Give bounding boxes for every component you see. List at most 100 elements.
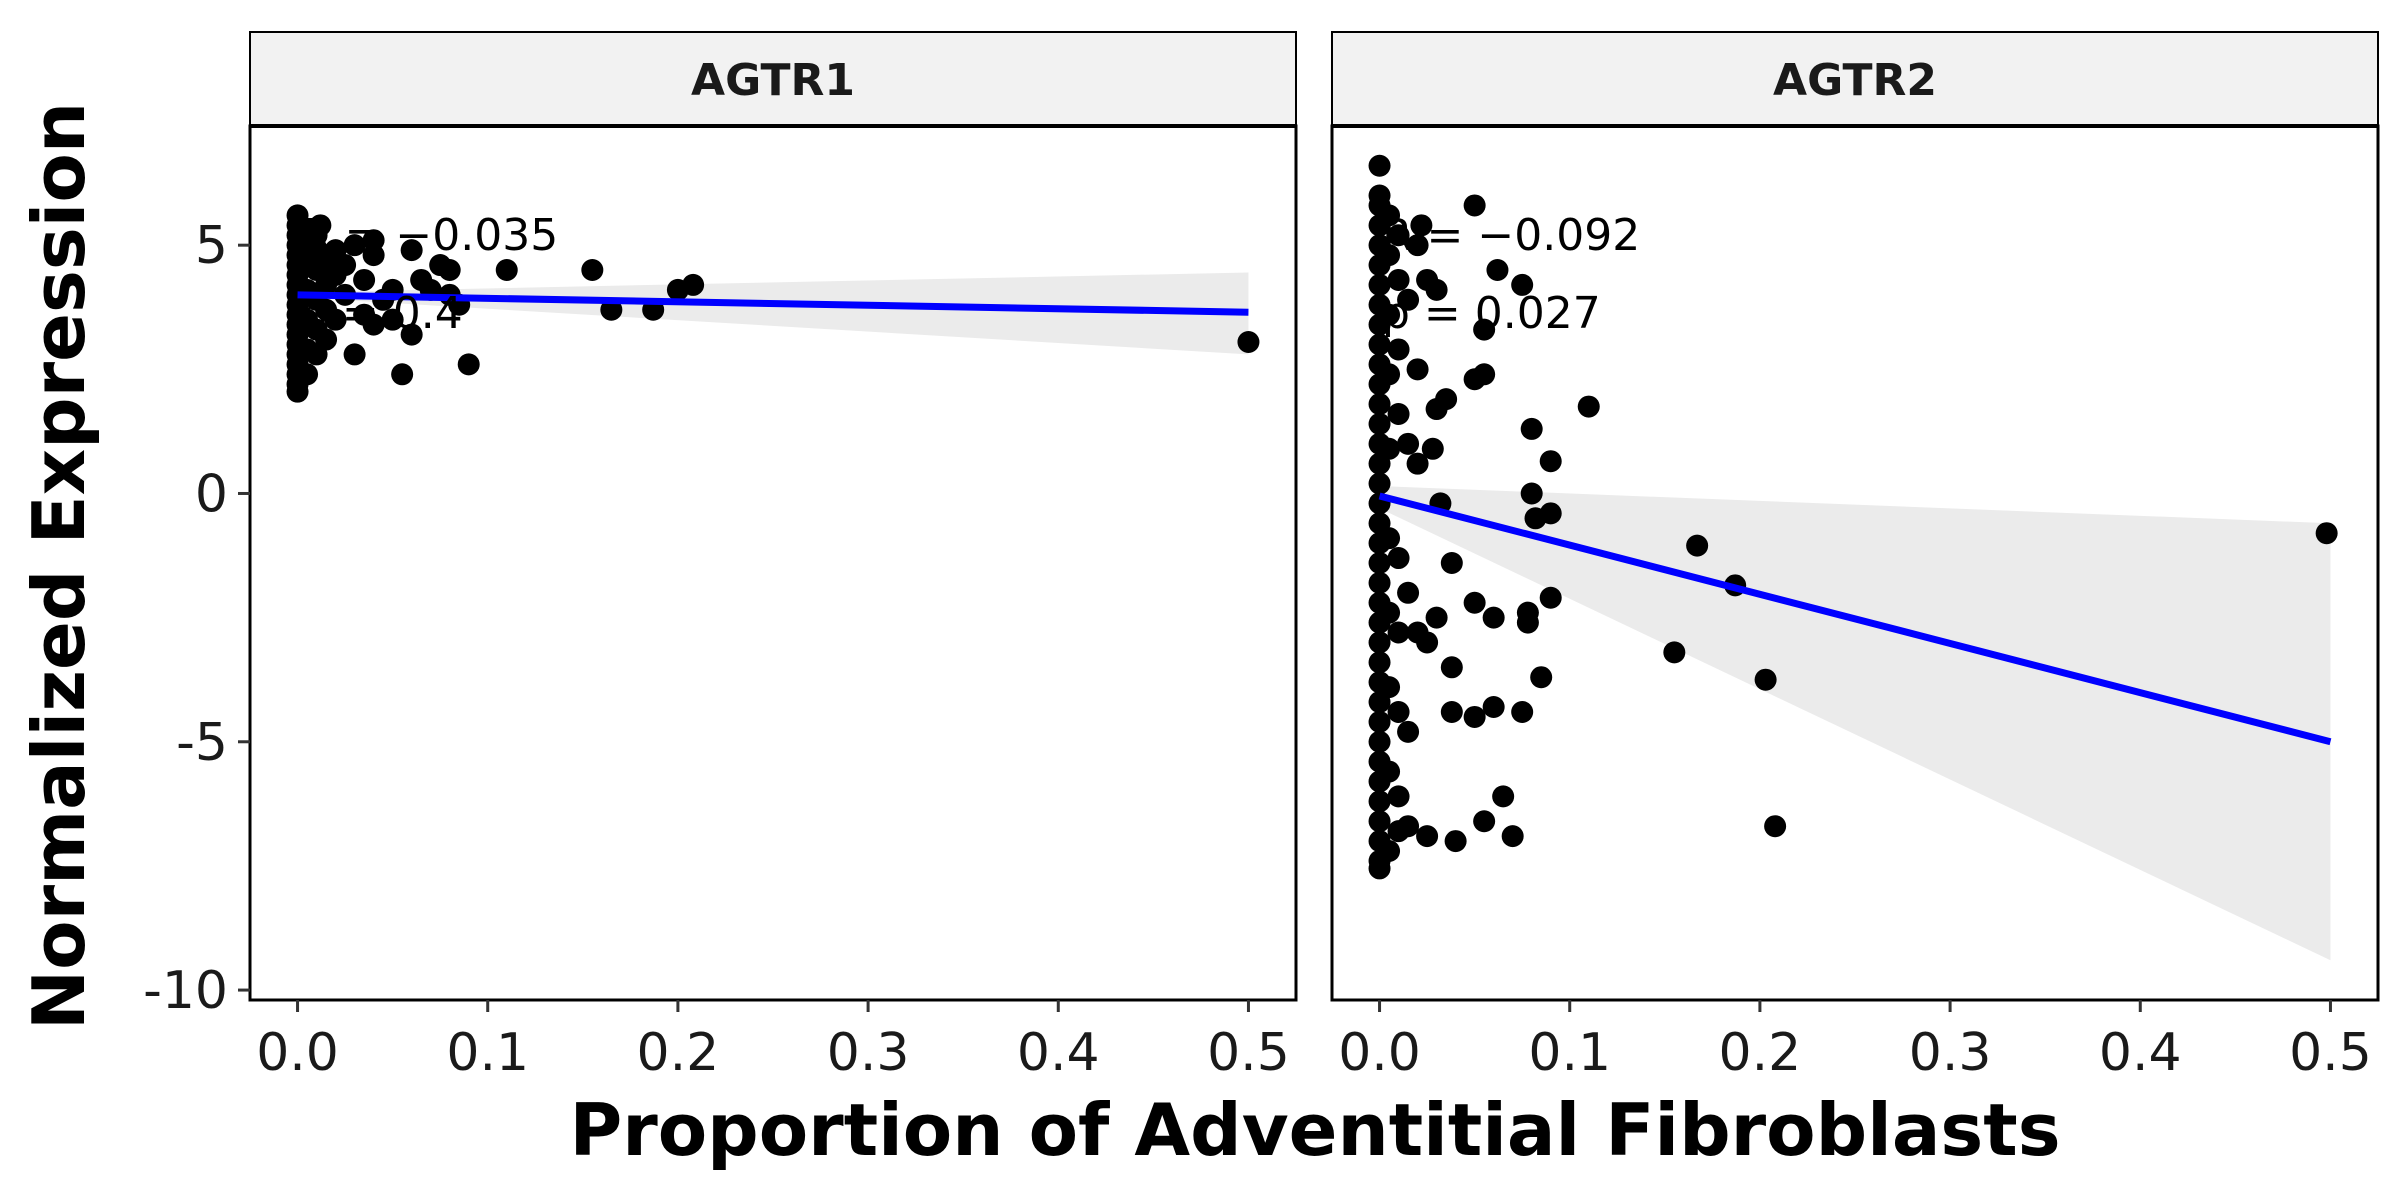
data-point (1440, 656, 1463, 679)
data-point (381, 308, 404, 331)
data-point (1368, 730, 1391, 753)
data-point (1378, 676, 1401, 699)
data-point (400, 239, 423, 262)
confidence-band (297, 272, 1249, 355)
data-point (1378, 840, 1401, 863)
data-point (1387, 621, 1410, 644)
data-point (1473, 318, 1496, 341)
regression-line (297, 291, 1249, 316)
data-point (353, 268, 376, 291)
data-point (1416, 631, 1439, 654)
data-point (1387, 785, 1410, 808)
x-tick-label: 0.5 (2289, 1023, 2372, 1083)
data-point (362, 244, 385, 267)
panel-border (248, 124, 1298, 1002)
data-point (1378, 303, 1401, 326)
data-point (682, 273, 705, 296)
x-tick-label: 0.1 (1528, 1023, 1611, 1083)
data-point (1410, 214, 1433, 237)
data-point (1397, 288, 1420, 311)
y-tick-label: -5 (176, 713, 228, 773)
data-point (1463, 194, 1486, 217)
data-point (1435, 388, 1458, 411)
stat-label: p = 0.4 (300, 288, 463, 339)
data-point (1473, 363, 1496, 386)
data-point (343, 343, 366, 366)
data-point (1387, 338, 1410, 361)
data-point (343, 234, 366, 257)
strip-background (1331, 31, 2379, 127)
data-point (1577, 395, 1600, 418)
data-point (1520, 417, 1543, 440)
data-point (286, 380, 309, 403)
data-point (1539, 502, 1562, 525)
y-tick-label: 0 (195, 464, 228, 524)
data-point (1440, 700, 1463, 723)
data-point (1511, 700, 1534, 723)
data-point (362, 313, 385, 336)
data-point (1473, 810, 1496, 833)
strip-label: AGTR1 (691, 55, 855, 106)
x-tick-label: 0.5 (1207, 1023, 1290, 1083)
y-tick-label: 5 (195, 216, 228, 276)
x-tick-label: 0.4 (1017, 1023, 1100, 1083)
chart-panels: AGTR1 R = −0.035 p = 0.4 0.0 0.1 0.2 0.3 0.4 0.5… (143, 31, 2380, 1083)
data-point (581, 259, 604, 282)
data-point (1368, 552, 1391, 574)
data-point (309, 214, 332, 237)
panel-border (1330, 124, 2380, 1002)
data-point (495, 259, 518, 282)
data-point (1463, 591, 1486, 614)
data-point (1539, 450, 1562, 473)
data-point (1406, 234, 1429, 257)
data-point (324, 308, 347, 331)
stat-label: R = −0.035 (300, 210, 558, 261)
data-point (1754, 668, 1777, 691)
x-tick-label: 0.2 (637, 1023, 720, 1083)
data-point (1530, 666, 1553, 689)
data-point (1397, 720, 1420, 743)
data-point (1764, 815, 1787, 838)
y-axis-title: Normalized Expression (17, 102, 101, 1030)
data-point (1368, 333, 1391, 356)
data-point (1368, 412, 1391, 435)
x-tick-label: 0.1 (446, 1023, 529, 1083)
data-point (1486, 259, 1509, 282)
data-point (1368, 472, 1391, 495)
data-point (457, 353, 480, 376)
data-point (1378, 601, 1401, 624)
x-tick-label: 0.0 (1338, 1023, 1421, 1083)
data-point (1387, 700, 1410, 723)
data-point (1492, 785, 1515, 808)
data-point (1368, 857, 1391, 880)
data-point (1663, 641, 1686, 664)
data-point (400, 323, 423, 346)
data-point (1368, 154, 1391, 177)
data-point (1425, 278, 1448, 301)
data-point (1397, 432, 1420, 455)
data-point (391, 363, 414, 386)
data-point (315, 328, 338, 351)
data-point (1444, 830, 1467, 853)
data-point (1416, 825, 1439, 848)
x-tick-label: 0.3 (827, 1023, 910, 1083)
strip-label: AGTR2 (1773, 55, 1937, 106)
strip-background (249, 31, 1297, 127)
data-point (1378, 527, 1401, 550)
data-point (1406, 358, 1429, 381)
data-point (1368, 571, 1391, 594)
data-point (1397, 815, 1420, 838)
data-point (2315, 522, 2338, 545)
x-tick-label: 0.0 (256, 1023, 339, 1083)
data-point (1368, 790, 1391, 813)
panel-agtr2: AGTR2 R = −0.092 p = 0.027 0.0 0.1 0.2 0.3 0.4 0… (1330, 31, 2380, 1083)
data-point (1511, 273, 1534, 296)
data-point (1520, 482, 1543, 505)
data-point (1368, 631, 1391, 654)
data-point (1440, 552, 1463, 574)
x-tick-label: 0.3 (1909, 1023, 1992, 1083)
panel-agtr1: AGTR1 R = −0.035 p = 0.4 0.0 0.1 0.2 0.3 0.4 0.5… (143, 31, 1298, 1083)
data-point (1539, 586, 1562, 609)
data-point (1378, 204, 1401, 227)
